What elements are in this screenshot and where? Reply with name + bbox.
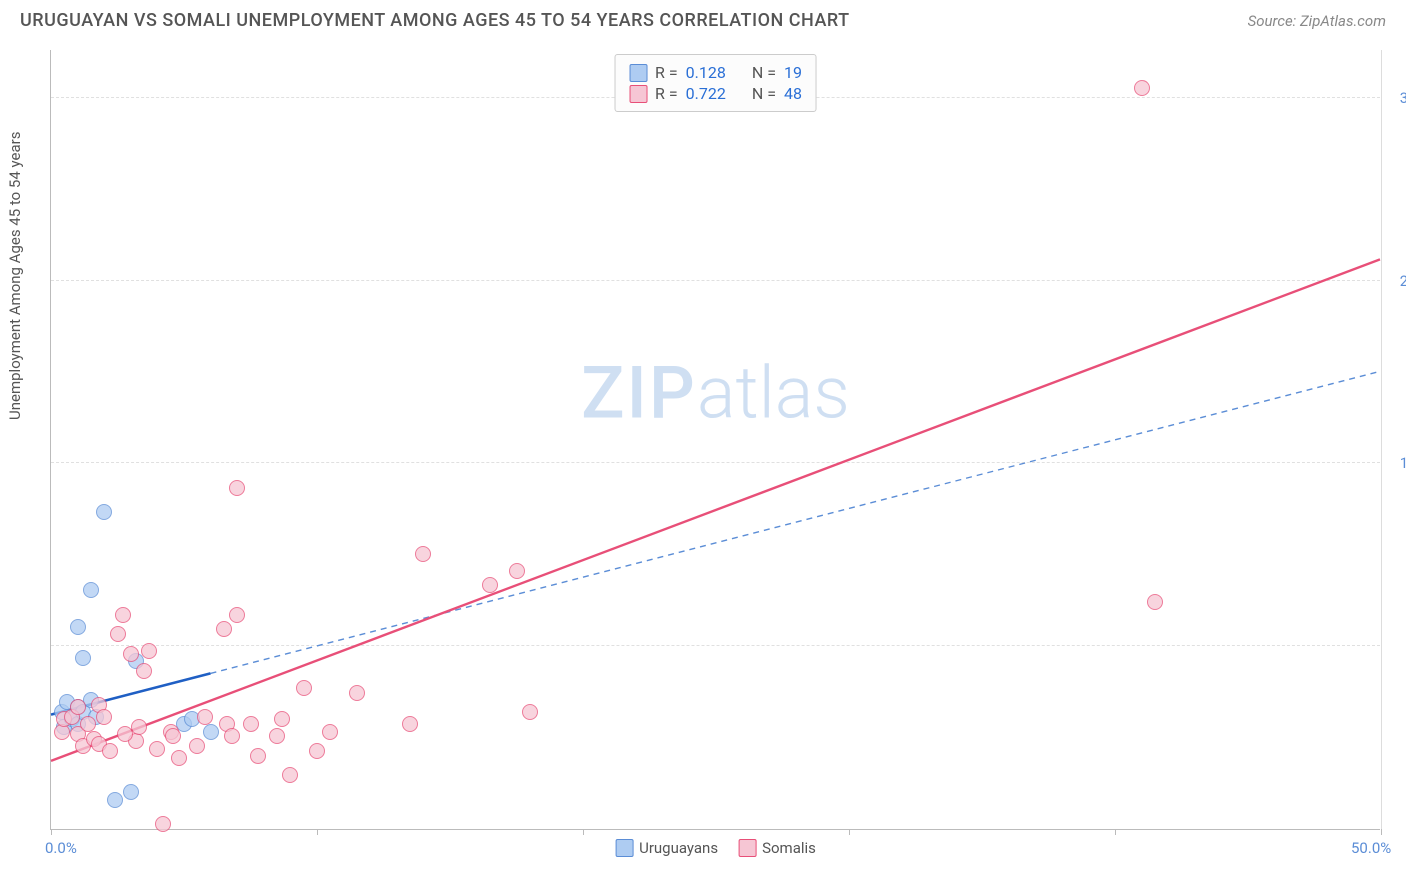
gridline-h: [51, 645, 1380, 646]
data-point: [309, 743, 325, 759]
chart-container: URUGUAYAN VS SOMALI UNEMPLOYMENT AMONG A…: [0, 0, 1406, 892]
data-point: [1147, 594, 1163, 610]
trend-lines: [51, 50, 1380, 829]
legend-item: Uruguayans: [615, 839, 718, 857]
data-point: [102, 743, 118, 759]
source-label: Source: ZipAtlas.com: [1248, 12, 1386, 30]
y-axis-label: Unemployment Among Ages 45 to 54 years: [6, 132, 24, 420]
plot-area: ZIPatlas 7.5%15.0%22.5%30.0% 0.0%50.0% R…: [50, 50, 1380, 830]
legend-swatch: [629, 64, 647, 82]
legend-item: Somalis: [738, 839, 816, 857]
y-tick-label: 30.0%: [1385, 89, 1406, 107]
n-label: N =: [752, 63, 776, 82]
data-point: [1134, 80, 1150, 96]
data-point: [522, 704, 538, 720]
data-point: [70, 699, 86, 715]
n-value: 48: [784, 84, 802, 103]
data-point: [229, 480, 245, 496]
x-tick: [1381, 829, 1382, 835]
data-point: [243, 716, 259, 732]
data-point: [123, 784, 139, 800]
data-point: [165, 728, 181, 744]
data-point: [96, 709, 112, 725]
legend-stat-row: R = 0.128 N = 19: [629, 63, 802, 82]
r-label: R =: [655, 84, 678, 103]
data-point: [322, 724, 338, 740]
y-tick-label: 22.5%: [1385, 272, 1406, 290]
x-tick: [51, 829, 52, 835]
watermark-atlas: atlas: [697, 350, 850, 435]
x-tick-label: 0.0%: [45, 839, 77, 857]
data-point: [269, 728, 285, 744]
n-value: 19: [784, 63, 802, 82]
data-point: [197, 709, 213, 725]
legend-label: Uruguayans: [639, 839, 718, 857]
data-point: [282, 767, 298, 783]
y-tick-label: 15.0%: [1385, 454, 1406, 472]
legend-swatch: [738, 839, 756, 857]
data-point: [75, 650, 91, 666]
gridline-h: [51, 280, 1380, 281]
watermark-zip: ZIP: [581, 350, 697, 435]
data-point: [136, 663, 152, 679]
legend-stat-row: R = 0.722 N = 48: [629, 84, 802, 103]
data-point: [117, 726, 133, 742]
x-tick: [317, 829, 318, 835]
data-point: [509, 563, 525, 579]
legend-stats: R = 0.128 N = 19 R = 0.722 N = 48: [614, 54, 817, 112]
data-point: [149, 741, 165, 757]
data-point: [216, 621, 232, 637]
data-point: [96, 504, 112, 520]
r-value: 0.722: [686, 84, 726, 103]
data-point: [250, 748, 266, 764]
r-label: R =: [655, 63, 678, 82]
legend-series: Uruguayans Somalis: [615, 839, 816, 857]
data-point: [296, 680, 312, 696]
r-value: 0.128: [686, 63, 726, 82]
data-point: [107, 792, 123, 808]
data-point: [83, 582, 99, 598]
data-point: [349, 685, 365, 701]
data-point: [123, 646, 139, 662]
x-tick: [583, 829, 584, 835]
n-label: N =: [752, 84, 776, 103]
x-tick: [1115, 829, 1116, 835]
data-point: [141, 643, 157, 659]
x-tick-label: 50.0%: [1351, 839, 1391, 857]
data-point: [274, 711, 290, 727]
data-point: [224, 728, 240, 744]
data-point: [80, 716, 96, 732]
data-point: [155, 816, 171, 832]
legend-swatch: [615, 839, 633, 857]
data-point: [482, 577, 498, 593]
data-point: [203, 724, 219, 740]
data-point: [171, 750, 187, 766]
data-point: [110, 626, 126, 642]
chart-title: URUGUAYAN VS SOMALI UNEMPLOYMENT AMONG A…: [20, 10, 850, 31]
legend-label: Somalis: [762, 839, 816, 857]
y-tick-label: 7.5%: [1385, 637, 1406, 655]
data-point: [229, 607, 245, 623]
data-point: [70, 619, 86, 635]
watermark: ZIPatlas: [581, 350, 850, 435]
x-tick: [849, 829, 850, 835]
gridline-h: [51, 462, 1380, 463]
data-point: [115, 607, 131, 623]
legend-swatch: [629, 85, 647, 103]
header: URUGUAYAN VS SOMALI UNEMPLOYMENT AMONG A…: [0, 0, 1406, 35]
data-point: [402, 716, 418, 732]
data-point: [415, 546, 431, 562]
data-point: [189, 738, 205, 754]
